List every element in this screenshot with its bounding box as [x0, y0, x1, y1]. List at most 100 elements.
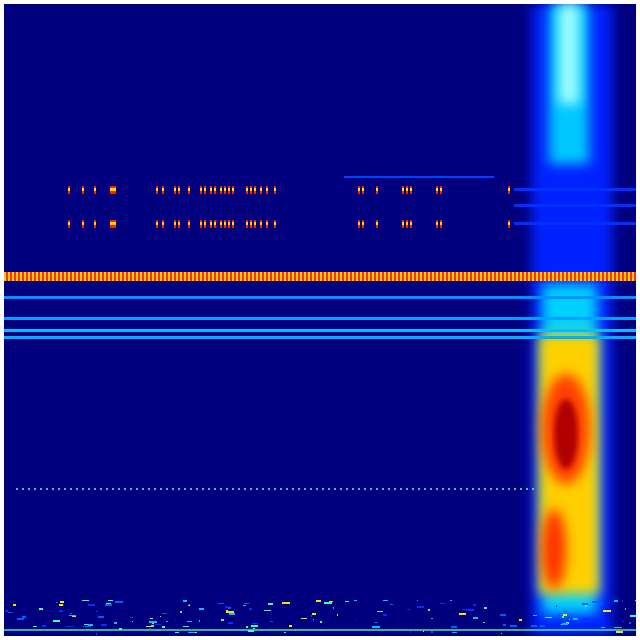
noise-mark	[187, 621, 192, 622]
event-marker-core	[362, 222, 364, 225]
event-marker-core	[210, 188, 212, 191]
noise-mark	[501, 633, 502, 634]
event-marker-core	[68, 222, 70, 225]
event-marker-core	[214, 222, 216, 225]
noise-mark	[417, 606, 424, 608]
noise-mark	[313, 619, 314, 620]
noise-mark	[562, 616, 564, 618]
noise-mark	[13, 604, 16, 606]
noise-mark	[573, 618, 578, 620]
event-marker-core	[228, 188, 230, 191]
noise-mark	[150, 618, 153, 619]
event-marker-core	[406, 222, 408, 225]
noise-mark	[188, 632, 195, 633]
noise-mark	[264, 610, 271, 611]
heatmap-image	[4, 4, 636, 636]
event-marker-core	[232, 188, 234, 191]
noise-mark	[108, 600, 113, 601]
noise-mark	[390, 604, 393, 605]
noise-mark	[625, 608, 626, 610]
event-marker-core	[174, 188, 176, 191]
noise-mark	[17, 618, 24, 620]
noise-mark	[252, 623, 258, 624]
noise-mark	[301, 618, 307, 619]
noise-mark	[635, 600, 636, 601]
noise-mark	[188, 605, 190, 606]
event-marker-core	[266, 188, 268, 191]
event-marker-core	[246, 188, 248, 191]
event-marker-core	[358, 222, 360, 225]
noise-mark	[251, 625, 258, 627]
noise-mark	[244, 603, 249, 604]
horizontal-line	[344, 176, 494, 178]
event-marker-core	[82, 188, 84, 191]
noise-mark	[199, 620, 200, 622]
noise-mark	[199, 608, 204, 610]
horizontal-line	[4, 336, 636, 339]
event-marker-core	[232, 222, 234, 225]
noise-mark	[510, 625, 517, 627]
event-marker-core	[174, 222, 176, 225]
noise-mark	[431, 618, 433, 619]
noise-mark	[149, 628, 151, 629]
noise-mark	[101, 624, 107, 626]
noise-mark	[183, 600, 187, 602]
noise-mark	[601, 627, 605, 628]
noise-mark	[556, 605, 557, 607]
noise-mark	[585, 605, 587, 607]
noise-mark	[423, 631, 424, 632]
noise-mark	[66, 626, 74, 627]
event-marker-core	[68, 188, 70, 191]
event-marker-core	[200, 188, 202, 191]
event-markers	[68, 186, 510, 228]
noise-mark	[450, 600, 452, 601]
event-marker-core	[94, 188, 96, 191]
noise-mark	[70, 613, 72, 614]
noise-mark	[180, 611, 182, 613]
noise-mark	[114, 622, 117, 624]
noise-mark	[5, 610, 8, 612]
event-marker-core	[250, 188, 252, 191]
noise-mark	[160, 616, 161, 617]
event-marker-core	[436, 222, 438, 225]
noise-mark	[106, 603, 111, 604]
noise-mark	[289, 625, 292, 627]
noise-mark	[562, 623, 568, 625]
noise-mark	[462, 609, 470, 610]
noise-mark	[88, 604, 95, 606]
noise-mark	[545, 617, 552, 618]
dotted-row	[14, 488, 534, 490]
event-marker-core	[210, 222, 212, 225]
noise-mark	[561, 624, 562, 625]
noise-mark	[60, 601, 64, 603]
noise-mark	[59, 610, 63, 612]
horizontal-line	[4, 296, 636, 299]
noise-mark	[105, 604, 112, 606]
noise-mark	[226, 611, 234, 613]
event-marker-core	[246, 222, 248, 225]
event-marker-core	[112, 222, 114, 225]
event-marker-core	[204, 222, 206, 225]
event-marker-core	[266, 222, 268, 225]
event-marker-core	[156, 222, 158, 225]
horizontal-line	[4, 329, 636, 332]
noise-mark	[72, 616, 76, 617]
horizontal-band-strong	[4, 272, 636, 281]
noise-mark	[218, 603, 224, 604]
noise-mark	[83, 626, 91, 627]
event-marker-core	[82, 222, 84, 225]
event-marker-core	[114, 222, 116, 225]
noise-mark	[311, 615, 312, 617]
noise-mark	[417, 600, 418, 601]
noise-mark	[149, 621, 157, 623]
noise-mark	[354, 600, 357, 601]
bottom-line	[4, 629, 636, 631]
noise-mark	[519, 619, 522, 621]
noise-mark	[614, 627, 622, 628]
noise-mark	[383, 600, 388, 601]
event-marker-core	[440, 222, 442, 225]
horizontal-line	[514, 188, 636, 191]
noise-mark	[56, 602, 58, 603]
event-marker-core	[178, 222, 180, 225]
noise-mark	[312, 613, 316, 615]
